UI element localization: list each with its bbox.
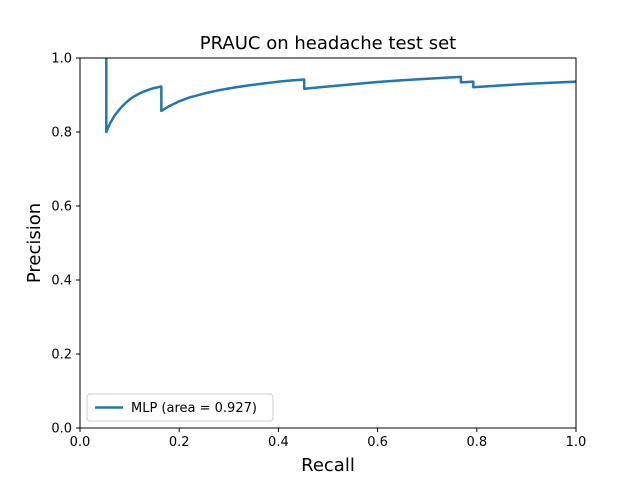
- x-tick-label: 0.4: [268, 435, 289, 450]
- y-tick-label: 1.0: [51, 52, 72, 67]
- y-tick-label: 0.4: [51, 274, 72, 289]
- x-tick-label: 1.0: [566, 435, 587, 450]
- y-tick-label: 0.2: [51, 348, 72, 363]
- x-axis-label: Recall: [301, 455, 355, 476]
- y-tick-label: 0.0: [51, 422, 72, 437]
- x-tick-label: 0.0: [70, 435, 91, 450]
- plot-frame: [79, 57, 577, 429]
- x-axis: 0.0 0.2 0.4 0.6 0.8 1.0: [70, 428, 587, 450]
- y-axis-label: Precision: [24, 203, 45, 283]
- legend-label: MLP (area = 0.927): [131, 401, 257, 416]
- y-tick-label: 0.6: [51, 200, 72, 215]
- legend-frame: [86, 393, 274, 422]
- x-tick-label: 0.2: [169, 435, 190, 450]
- series-layer: [105, 58, 576, 134]
- legend: MLP (area = 0.927): [86, 393, 274, 422]
- x-tick-label: 0.8: [466, 435, 487, 450]
- plot-background: [80, 58, 576, 428]
- x-tick-label: 0.6: [367, 435, 388, 450]
- chart-title: PRAUC on headache test set: [200, 33, 456, 54]
- y-tick-label: 0.8: [51, 126, 72, 141]
- plot-area: [79, 57, 577, 429]
- y-axis: 0.0 0.2 0.4 0.6 0.8 1.0: [51, 52, 80, 437]
- series-line-mlp: [105, 58, 576, 134]
